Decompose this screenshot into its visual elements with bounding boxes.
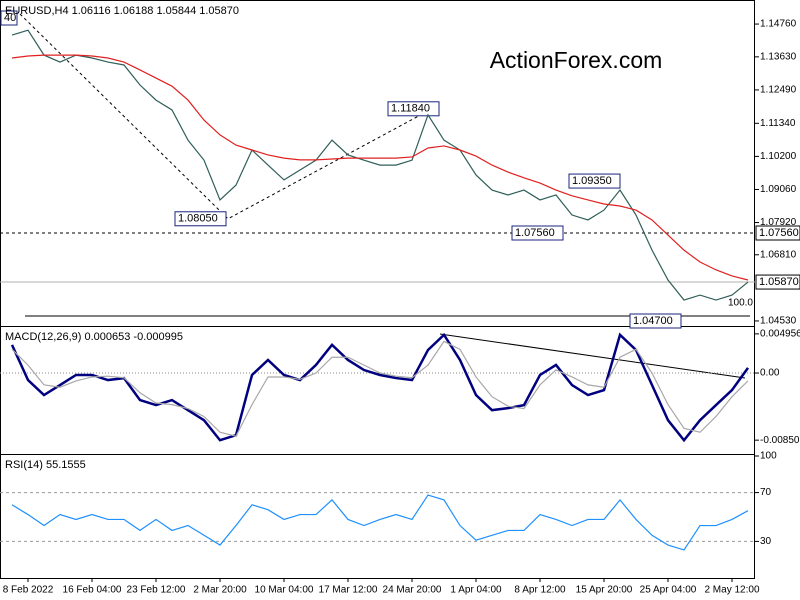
annotation-label: 1.09350 [572, 175, 612, 187]
level-axis-label-box [755, 225, 800, 241]
x-tick-label: 2 Mar 20:00 [193, 585, 247, 596]
panel-title: RSI(14) 55.1555 [5, 459, 86, 471]
fib-label: 100.0 [728, 298, 753, 309]
annotation-label: 1.11840 [391, 103, 430, 115]
x-tick-label: 1 Apr 04:00 [450, 585, 502, 596]
y-tick-label: 30 [760, 536, 772, 547]
frame [0, 0, 755, 579]
annotation-label-box [387, 101, 440, 117]
last-price-label-box [755, 274, 800, 290]
x-tick-label: 2 May 12:00 [704, 585, 759, 596]
level-label-box [629, 313, 682, 329]
panel-title: MACD(12,26,9) 0.000653 -0.000995 [5, 331, 183, 343]
watermark: ActionForex.com [490, 47, 663, 73]
y-tick-label: 1.04530 [760, 316, 797, 327]
x-tick-label: 24 Mar 20:00 [383, 585, 442, 596]
level-label-box [511, 225, 564, 241]
y-tick-label: 70 [760, 487, 772, 498]
series-line [11, 340, 749, 437]
last-price-label: 1.05870 [759, 276, 799, 288]
trend-line [19, 13, 433, 220]
y-tick-label: 100 [760, 451, 777, 462]
annotation-label-box [568, 173, 621, 189]
level-axis-label: 1.07560 [759, 227, 799, 239]
y-tick-label: 1.07920 [760, 217, 797, 228]
x-tick-label: 23 Feb 12:00 [127, 585, 186, 596]
y-tick-label: 1.10200 [760, 151, 797, 162]
x-tick-label: 25 Apr 04:00 [640, 585, 697, 596]
x-tick-label: 17 Mar 12:00 [319, 585, 378, 596]
y-tick-label: 1.14760 [760, 19, 797, 30]
y-tick-label: 1.06810 [760, 249, 797, 260]
series-line [11, 54, 749, 281]
corner-label-box [0, 10, 18, 26]
y-tick-label: 1.12490 [760, 85, 797, 96]
level-label: 1.04700 [633, 315, 673, 327]
y-tick-label: -0.008501 [760, 435, 800, 446]
corner-label: 40 [4, 12, 16, 24]
panel-title: EURUSD,H4 1.06116 1.06188 1.05844 1.0587… [5, 5, 239, 17]
series-line [11, 494, 749, 551]
y-tick-label: 0.00 [760, 368, 780, 379]
y-tick-label: 1.09060 [760, 184, 797, 195]
y-tick-label: 1.11340 [760, 118, 796, 129]
series-line [11, 29, 749, 301]
x-tick-label: 10 Mar 04:00 [255, 585, 314, 596]
annotation-label: 1.08050 [178, 213, 218, 225]
y-tick-label: 1.13630 [760, 51, 797, 62]
x-tick-label: 15 Apr 20:00 [576, 585, 633, 596]
macd-trendline [439, 333, 746, 379]
x-tick-label: 8 Feb 2022 [3, 585, 54, 596]
level-label: 1.07560 [515, 227, 555, 239]
y-tick-label: 0.004956 [760, 329, 800, 340]
x-tick-label: 8 Apr 12:00 [514, 585, 566, 596]
x-tick-label: 16 Feb 04:00 [63, 585, 122, 596]
series-line [10, 332, 750, 443]
annotation-label-box [174, 211, 227, 227]
